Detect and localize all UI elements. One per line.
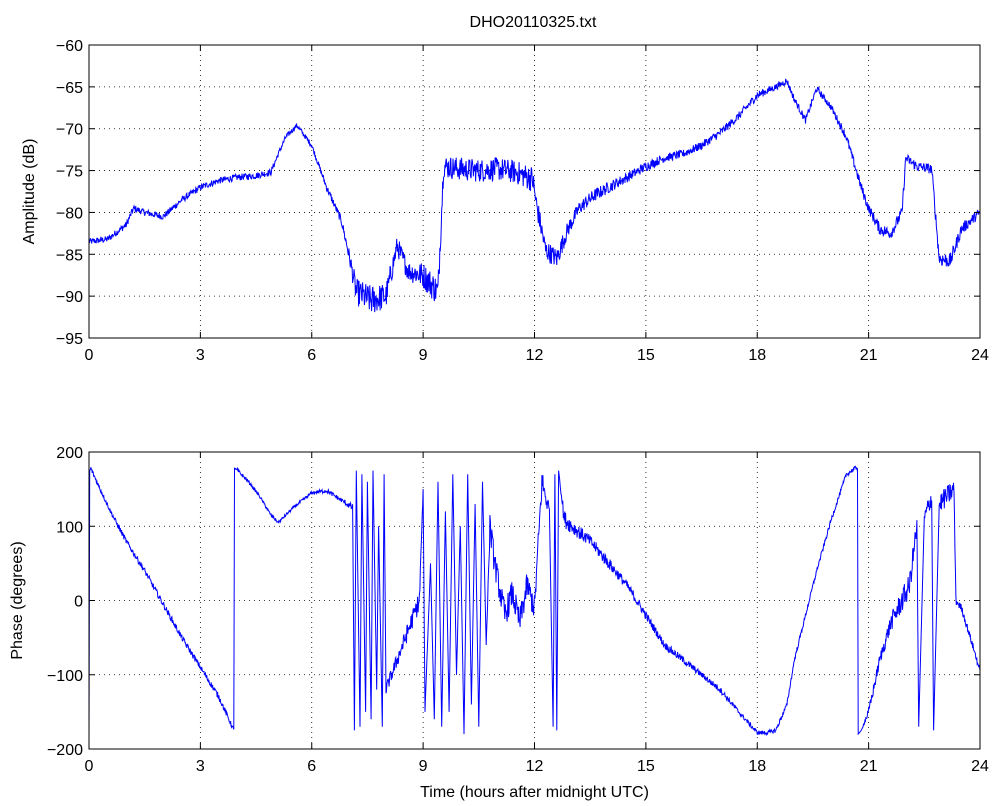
- amplitude-ytick-label-3: −80: [56, 205, 83, 222]
- amplitude-xtick-label-7: 21: [860, 347, 878, 364]
- amplitude-series-line: [88, 78, 980, 313]
- phase-xtick-label-0: 0: [85, 758, 94, 775]
- phase-xtick-label-8: 24: [971, 758, 989, 775]
- phase-ytick-label-1: −100: [47, 668, 83, 685]
- amplitude-xtick-label-8: 24: [971, 347, 989, 364]
- phase-xtick-label-2: 6: [307, 758, 316, 775]
- phase-xtick-label-3: 9: [419, 758, 428, 775]
- amplitude-ytick-label-7: −60: [56, 38, 83, 55]
- amplitude-ytick-label-4: −75: [56, 164, 83, 181]
- amplitude-xtick-label-5: 15: [637, 347, 655, 364]
- amplitude-ylabel: Amplitude (dB): [21, 139, 38, 245]
- amplitude-xtick-label-3: 9: [419, 347, 428, 364]
- phase-ytick-label-4: 200: [56, 445, 83, 462]
- phase-plot: 0 3 6 9 12 15 18 21 24 −200 −100 0 100 200 Phase (degr…: [9, 445, 989, 801]
- phase-xtick-label-5: 15: [637, 758, 655, 775]
- phase-ytick-label-2: 0: [74, 594, 83, 611]
- phase-series-line: [88, 465, 981, 737]
- amplitude-xtick-label-1: 3: [196, 347, 205, 364]
- phase-ylabel: Phase (degrees): [9, 541, 26, 659]
- amplitude-ytick-label-0: −95: [56, 331, 83, 348]
- amplitude-ytick-label-5: −70: [56, 122, 83, 139]
- phase-xtick-label-1: 3: [196, 758, 205, 775]
- phase-xtick-label-7: 21: [860, 758, 878, 775]
- amplitude-ytick-label-6: −65: [56, 80, 83, 97]
- amplitude-ytick-label-2: −85: [56, 247, 83, 264]
- phase-ytick-label-0: −200: [47, 742, 83, 759]
- phase-xtick-label-6: 18: [748, 758, 766, 775]
- phase-ytick-label-3: 100: [56, 519, 83, 536]
- amplitude-plot: 0 3 6 9 12 15 18 21 24 −95 −90 −85 −80 −75 −70 −65 −60 Am…: [21, 38, 989, 364]
- amplitude-ytick-label-1: −90: [56, 289, 83, 306]
- phase-xtick-label-4: 12: [526, 758, 544, 775]
- chart-title: DHO20110325.txt: [470, 14, 597, 31]
- amplitude-xtick-label-4: 12: [526, 347, 544, 364]
- phase-xlabel: Time (hours after midnight UTC): [420, 784, 649, 801]
- amplitude-xtick-label-0: 0: [85, 347, 94, 364]
- amplitude-xtick-label-2: 6: [307, 347, 316, 364]
- amplitude-xtick-label-6: 18: [748, 347, 766, 364]
